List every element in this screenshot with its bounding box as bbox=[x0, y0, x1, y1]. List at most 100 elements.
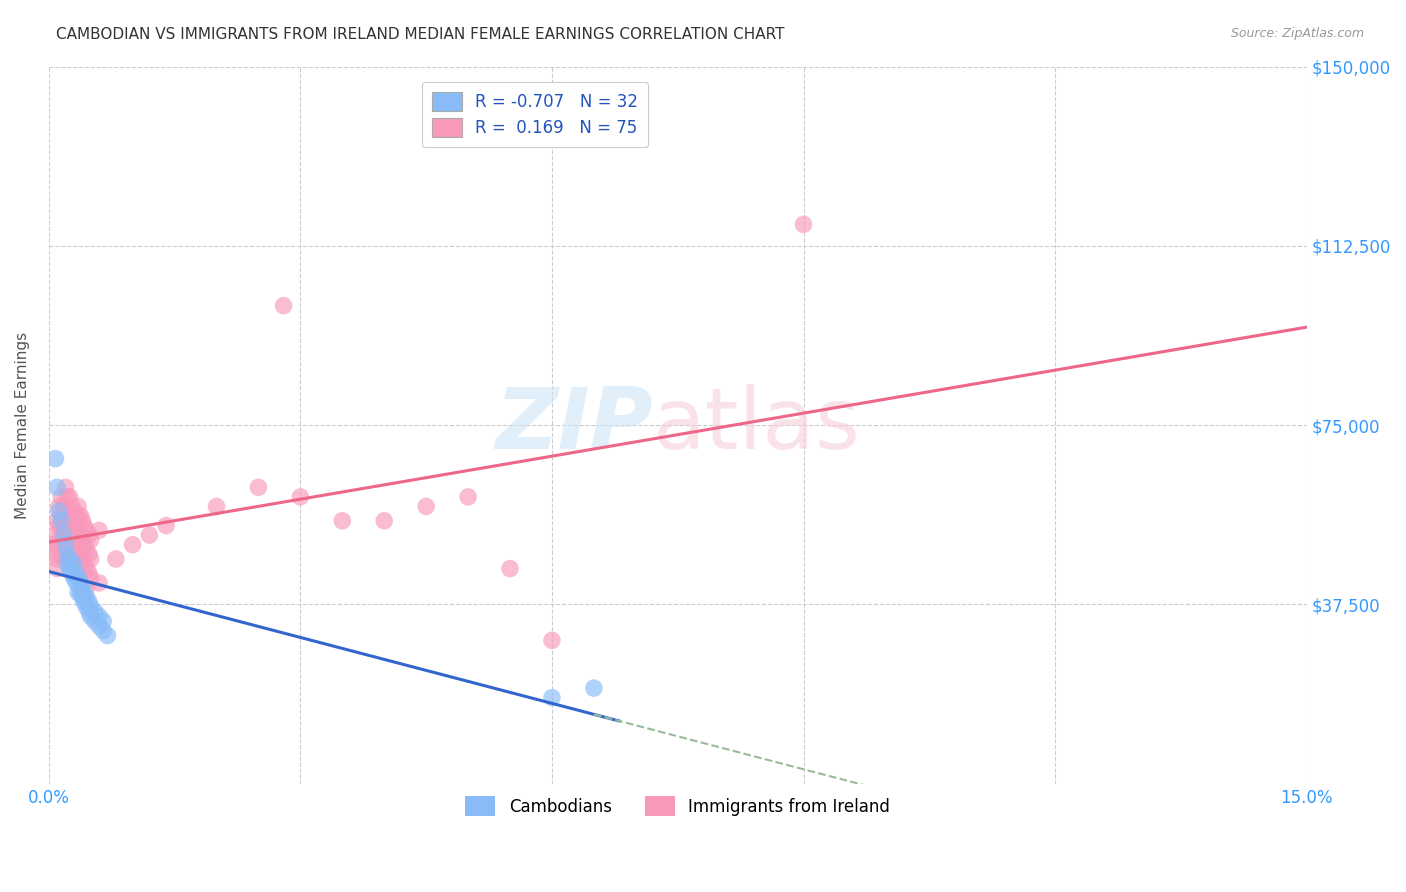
Point bbox=[91, 624, 114, 638]
Point bbox=[60, 518, 83, 533]
Point bbox=[65, 547, 87, 561]
Point bbox=[77, 595, 100, 609]
Point bbox=[52, 528, 75, 542]
Point bbox=[104, 552, 127, 566]
Point bbox=[55, 538, 77, 552]
Point bbox=[247, 480, 270, 494]
Point bbox=[52, 518, 75, 533]
Point bbox=[51, 514, 73, 528]
Point bbox=[121, 538, 143, 552]
Text: CAMBODIAN VS IMMIGRANTS FROM IRELAND MEDIAN FEMALE EARNINGS CORRELATION CHART: CAMBODIAN VS IMMIGRANTS FROM IRELAND MED… bbox=[56, 27, 785, 42]
Point bbox=[330, 514, 353, 528]
Point bbox=[60, 500, 83, 514]
Point bbox=[59, 561, 82, 575]
Point bbox=[69, 547, 91, 561]
Point bbox=[59, 490, 82, 504]
Point bbox=[65, 508, 87, 523]
Point bbox=[51, 528, 73, 542]
Point bbox=[155, 518, 177, 533]
Point bbox=[67, 518, 90, 533]
Point bbox=[83, 614, 105, 628]
Point bbox=[73, 595, 96, 609]
Point bbox=[46, 552, 69, 566]
Point bbox=[96, 628, 118, 642]
Point bbox=[582, 681, 605, 695]
Point bbox=[48, 518, 70, 533]
Point bbox=[77, 547, 100, 561]
Point bbox=[91, 614, 114, 628]
Point bbox=[457, 490, 479, 504]
Point bbox=[46, 538, 69, 552]
Text: atlas: atlas bbox=[652, 384, 860, 467]
Point bbox=[79, 609, 101, 624]
Point bbox=[69, 576, 91, 591]
Point bbox=[77, 605, 100, 619]
Point bbox=[65, 576, 87, 591]
Point bbox=[52, 538, 75, 552]
Point bbox=[56, 490, 79, 504]
Point bbox=[60, 538, 83, 552]
Point bbox=[138, 528, 160, 542]
Point bbox=[76, 591, 98, 605]
Point bbox=[67, 585, 90, 599]
Point bbox=[79, 552, 101, 566]
Point bbox=[69, 566, 91, 581]
Y-axis label: Median Female Earnings: Median Female Earnings bbox=[15, 332, 30, 519]
Point bbox=[77, 528, 100, 542]
Point bbox=[76, 581, 98, 595]
Point bbox=[59, 508, 82, 523]
Point bbox=[79, 533, 101, 547]
Point bbox=[48, 504, 70, 518]
Point bbox=[87, 619, 110, 633]
Point bbox=[46, 514, 69, 528]
Point bbox=[65, 528, 87, 542]
Point bbox=[541, 690, 564, 705]
Legend: Cambodians, Immigrants from Ireland: Cambodians, Immigrants from Ireland bbox=[456, 787, 900, 826]
Point bbox=[46, 480, 69, 494]
Point bbox=[48, 500, 70, 514]
Point bbox=[67, 538, 90, 552]
Point bbox=[63, 538, 86, 552]
Text: Source: ZipAtlas.com: Source: ZipAtlas.com bbox=[1230, 27, 1364, 40]
Point bbox=[76, 542, 98, 557]
Point bbox=[72, 591, 94, 605]
Point bbox=[69, 508, 91, 523]
Point bbox=[52, 500, 75, 514]
Point bbox=[73, 585, 96, 599]
Point bbox=[83, 605, 105, 619]
Point bbox=[46, 561, 69, 575]
Point bbox=[63, 557, 86, 571]
Point bbox=[63, 524, 86, 538]
Point bbox=[72, 533, 94, 547]
Point bbox=[48, 538, 70, 552]
Point bbox=[541, 633, 564, 648]
Point bbox=[793, 218, 815, 232]
Point bbox=[79, 571, 101, 585]
Point bbox=[73, 518, 96, 533]
Point bbox=[72, 581, 94, 595]
Point bbox=[76, 599, 98, 614]
Point bbox=[76, 524, 98, 538]
Point bbox=[87, 524, 110, 538]
Point bbox=[63, 557, 86, 571]
Point bbox=[205, 500, 228, 514]
Point bbox=[59, 547, 82, 561]
Point bbox=[55, 538, 77, 552]
Point bbox=[63, 571, 86, 585]
Point bbox=[56, 528, 79, 542]
Point bbox=[373, 514, 395, 528]
Point bbox=[51, 508, 73, 523]
Point bbox=[55, 504, 77, 518]
Point bbox=[73, 557, 96, 571]
Point bbox=[44, 547, 66, 561]
Point bbox=[69, 528, 91, 542]
Point bbox=[79, 599, 101, 614]
Point bbox=[44, 528, 66, 542]
Point bbox=[87, 576, 110, 591]
Point bbox=[59, 528, 82, 542]
Point bbox=[63, 504, 86, 518]
Point bbox=[73, 538, 96, 552]
Point bbox=[87, 609, 110, 624]
Point bbox=[499, 561, 522, 575]
Point bbox=[42, 538, 65, 552]
